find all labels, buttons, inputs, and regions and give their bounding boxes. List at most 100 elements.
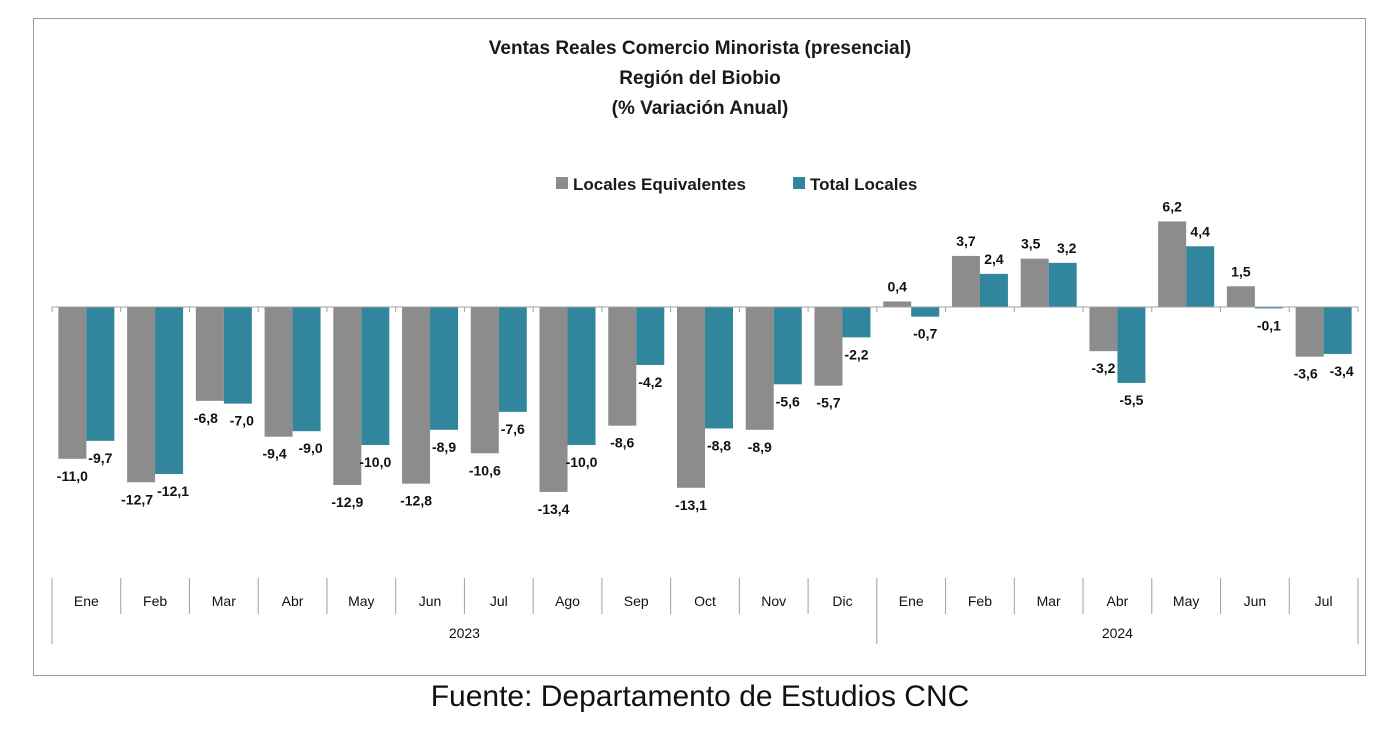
bar: [636, 307, 665, 365]
data-label: -10,6: [469, 462, 501, 478]
bar: [292, 307, 321, 432]
data-label: 3,5: [1021, 236, 1041, 252]
data-label: -5,5: [1119, 392, 1143, 408]
data-label: -5,7: [816, 395, 840, 411]
tick-label: Dic: [832, 593, 852, 609]
tick-label: Jul: [1315, 593, 1333, 609]
bar: [430, 307, 459, 430]
tick-label: Jul: [490, 593, 508, 609]
data-labels: -11,0-9,7 -12,7-12,1 -6,8 -7,0 -9,4 -9,0 -12,9…: [57, 198, 1354, 516]
bar: [86, 307, 115, 441]
bar: [539, 307, 568, 492]
tick-label: May: [1173, 593, 1199, 609]
data-label: -9,0: [299, 440, 323, 456]
data-label: -5,6: [776, 393, 800, 409]
bar: [470, 307, 499, 454]
data-label: -0,1: [1257, 317, 1281, 333]
bar: [58, 307, 87, 459]
bar: [195, 307, 224, 401]
data-label: -0,7: [913, 326, 937, 342]
tick-label: Abr: [282, 593, 304, 609]
legend-swatch: [793, 177, 805, 189]
tick-label: Abr: [1107, 593, 1129, 609]
data-label: -3,4: [1330, 363, 1354, 379]
data-label: -8,9: [748, 439, 772, 455]
data-label: -4,2: [638, 374, 662, 390]
data-label: -7,0: [230, 413, 254, 429]
tick-label: Jun: [1244, 593, 1267, 609]
bar: [223, 307, 252, 404]
data-label: -11,0: [57, 468, 88, 484]
legend-swatch: [556, 177, 568, 189]
bar: [951, 255, 980, 307]
legend-label: Locales Equivalentes: [573, 175, 746, 194]
data-label: -6,8: [194, 410, 218, 426]
chart-frame: [33, 18, 1366, 676]
bar: [1295, 307, 1324, 357]
data-label: -2,2: [844, 346, 868, 362]
bar: [883, 301, 912, 307]
chart-legend: Locales Equivalentes Total Locales: [556, 175, 917, 194]
bar: [608, 307, 637, 426]
bar: [1020, 258, 1049, 307]
x-axis: Ene Feb Mar Abr May Jun Jul Ago Sep Oct Nov Dic Ene F…: [51, 306, 1359, 644]
group-label: 2023: [449, 625, 480, 641]
bar: [1048, 262, 1077, 307]
tick-label: Ene: [74, 593, 99, 609]
data-label: -9,7: [88, 450, 112, 466]
bar: [1226, 286, 1255, 307]
data-label: -10,0: [359, 454, 391, 470]
chart-title-line: (% Variación Anual): [612, 98, 789, 119]
data-label: -10,0: [566, 454, 598, 470]
data-label: -13,1: [675, 497, 707, 513]
bar: [361, 307, 390, 445]
bar: [155, 307, 184, 474]
bar: [979, 273, 1008, 307]
chart-title-line: Región del Biobio: [619, 68, 781, 89]
bar: [498, 307, 527, 412]
data-label: -12,8: [400, 493, 432, 509]
bars: [58, 221, 1352, 492]
data-label: -8,9: [432, 439, 456, 455]
bar: [1186, 246, 1215, 307]
data-label: -8,8: [707, 437, 731, 453]
bar: [1158, 221, 1187, 307]
data-label: 0,4: [887, 278, 907, 294]
chart-title: Ventas Reales Comercio Minorista (presen…: [489, 38, 911, 119]
data-label: 2,4: [984, 251, 1004, 267]
chart-title-line: Ventas Reales Comercio Minorista (presen…: [489, 38, 911, 59]
bar: [333, 307, 362, 486]
bar: [745, 307, 774, 430]
data-label: 4,4: [1190, 223, 1210, 239]
bar: [567, 307, 596, 445]
tick-label: Jun: [419, 593, 442, 609]
data-label: 3,2: [1057, 240, 1077, 256]
tick-label: Nov: [761, 593, 786, 609]
bar: [402, 307, 431, 484]
data-label: -12,9: [331, 494, 363, 510]
tick-label: Feb: [968, 593, 992, 609]
bar: [814, 307, 843, 386]
bar: [773, 307, 802, 385]
source-note: Fuente: Departamento de Estudios CNC: [430, 680, 970, 713]
bar: [1089, 307, 1118, 352]
tick-label: Ene: [899, 593, 924, 609]
tick-label: Oct: [694, 593, 716, 609]
data-label: 3,7: [956, 233, 976, 249]
tick-label: Mar: [1037, 593, 1061, 609]
data-label: -3,6: [1294, 366, 1318, 382]
data-label: -7,6: [501, 421, 525, 437]
data-label: -13,4: [538, 501, 570, 517]
bar: [705, 307, 733, 429]
bar: [677, 307, 705, 488]
data-label: 6,2: [1162, 198, 1182, 214]
data-label: -8,6: [610, 435, 634, 451]
bar: [127, 307, 156, 483]
tick-label: May: [348, 593, 374, 609]
group-label: 2024: [1102, 625, 1133, 641]
legend-label: Total Locales: [810, 175, 917, 194]
data-label: -12,7: [121, 491, 153, 507]
bar: [911, 307, 940, 317]
bar: [264, 307, 293, 437]
tick-label: Sep: [624, 593, 649, 609]
